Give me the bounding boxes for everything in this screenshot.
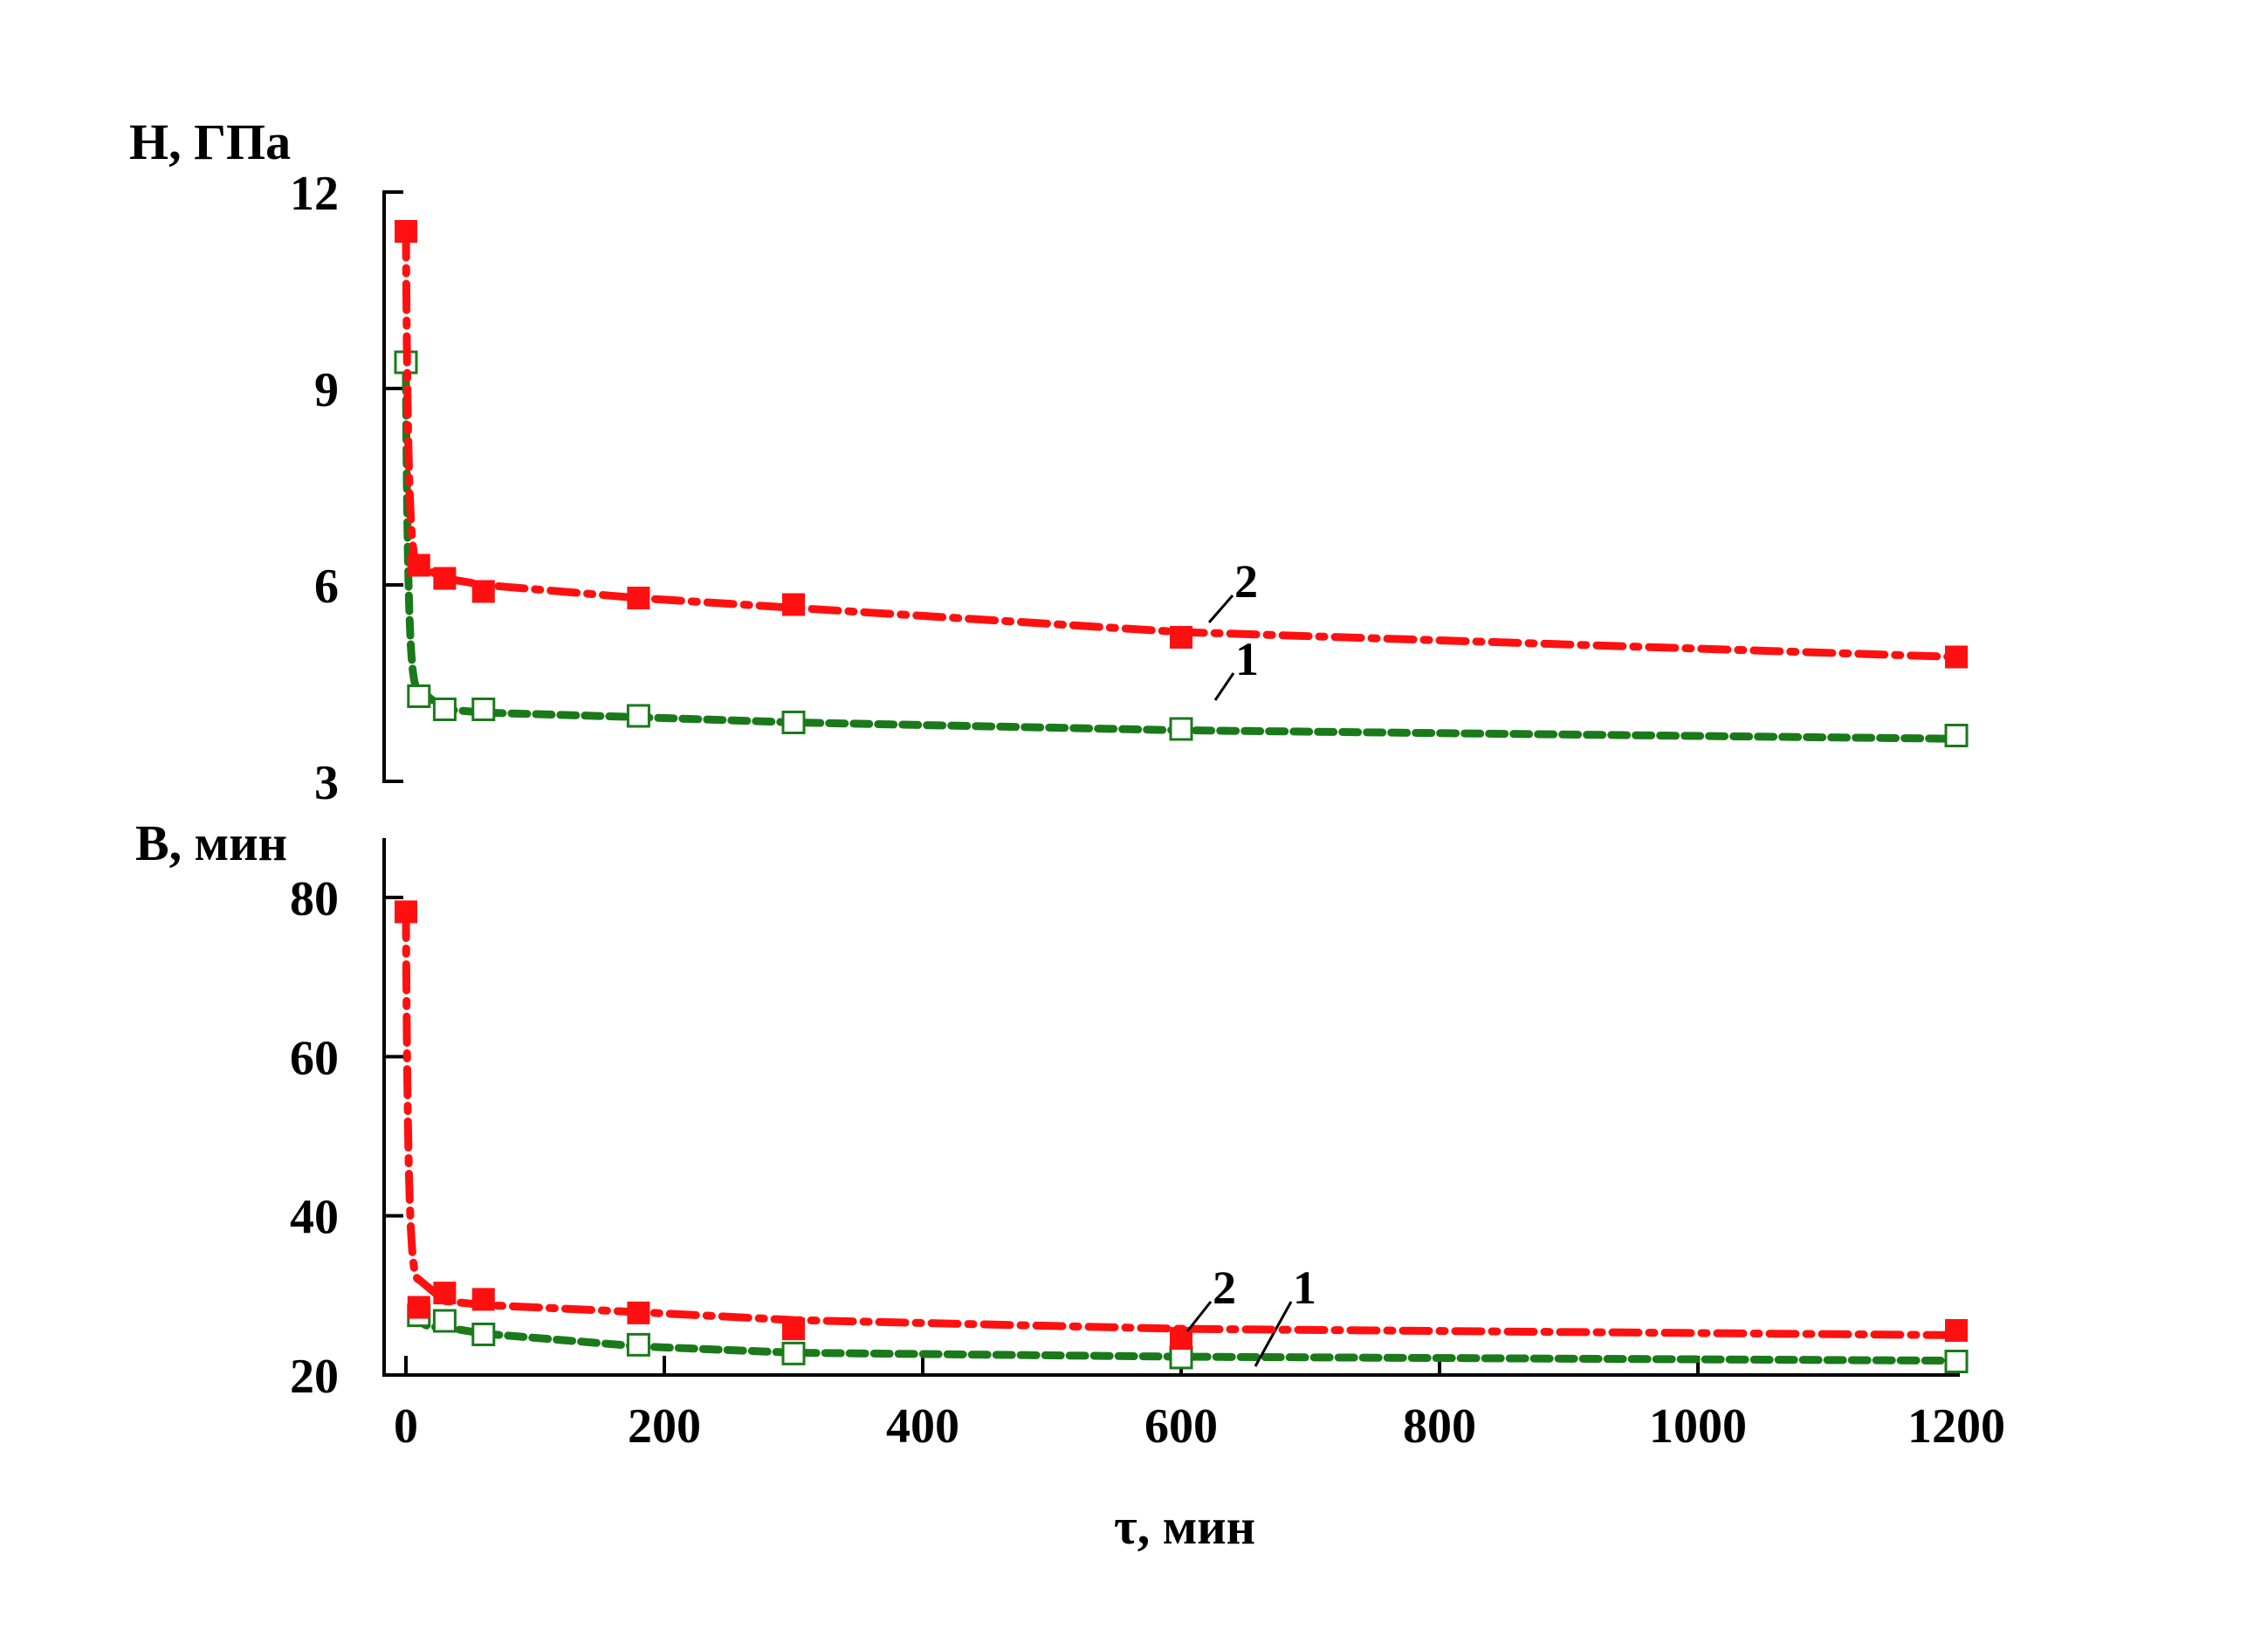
x-tick-label: 800	[1403, 1399, 1476, 1454]
y-tick-label: 80	[290, 872, 339, 926]
y-tick-label: 3	[314, 756, 339, 810]
y-tick-label: 6	[314, 560, 339, 614]
y-tick-label: 60	[290, 1031, 339, 1085]
series-1-line	[402, 371, 1961, 743]
series-1-label: 1	[1293, 1262, 1316, 1314]
series-1-point	[781, 711, 806, 734]
x-tick-label: 0	[394, 1399, 418, 1454]
y-tick-label: 9	[314, 363, 339, 417]
series-1-point	[1169, 1345, 1193, 1370]
series-2-point	[627, 587, 650, 609]
series-1-point	[471, 1323, 496, 1347]
series-2-point	[1945, 645, 1968, 669]
series-2-point	[407, 1296, 430, 1319]
series-1-point	[471, 698, 496, 721]
series-1-point	[1169, 717, 1193, 741]
creep-axis-title: B, мин	[135, 815, 287, 871]
y-tick-label: 20	[290, 1350, 339, 1404]
x-tick-label: 400	[886, 1399, 959, 1454]
series-2-point	[782, 1317, 805, 1341]
hardness-axis-title: H, ГПа	[129, 113, 291, 170]
series-2-point	[433, 1282, 457, 1305]
series-1-leader	[1213, 672, 1235, 701]
x-axis-title: τ, мин	[1114, 1498, 1255, 1555]
series-2-point	[471, 1288, 495, 1311]
series-1-label: 1	[1235, 633, 1259, 685]
series-2-point	[395, 220, 417, 243]
series-2-leader	[1207, 595, 1234, 623]
series-2-line	[402, 227, 1961, 661]
series-1-point	[781, 1341, 806, 1365]
x-tick-label: 1000	[1649, 1399, 1747, 1454]
series-2-point	[627, 1301, 650, 1324]
x-tick-label: 600	[1144, 1399, 1218, 1454]
series-2-label: 2	[1234, 555, 1258, 608]
y-tick-label: 12	[290, 167, 339, 221]
series-1-leader	[1254, 1301, 1293, 1367]
series-2-point	[1945, 1318, 1968, 1342]
series-1-point	[407, 684, 431, 708]
series-1-point	[626, 1332, 650, 1357]
series-1-point	[1944, 724, 1969, 747]
series-2-point	[1170, 1327, 1192, 1351]
x-tick-label: 1200	[1907, 1399, 2005, 1454]
series-1-point	[432, 698, 457, 721]
series-1-point	[1944, 1350, 1969, 1374]
series-2-point	[395, 900, 417, 924]
series-1-point	[626, 704, 650, 728]
series-2-line	[402, 907, 1961, 1339]
series-2-point	[471, 580, 495, 603]
x-tick-label: 200	[628, 1399, 701, 1454]
series-2-point	[1170, 626, 1192, 649]
series-2-point	[782, 593, 805, 616]
series-1-point	[432, 1309, 457, 1333]
series-2-point	[433, 567, 457, 590]
series-2-leader	[1186, 1301, 1213, 1332]
series-2-label: 2	[1213, 1262, 1236, 1314]
y-tick-label: 40	[290, 1191, 339, 1245]
series-2-point	[407, 553, 430, 577]
